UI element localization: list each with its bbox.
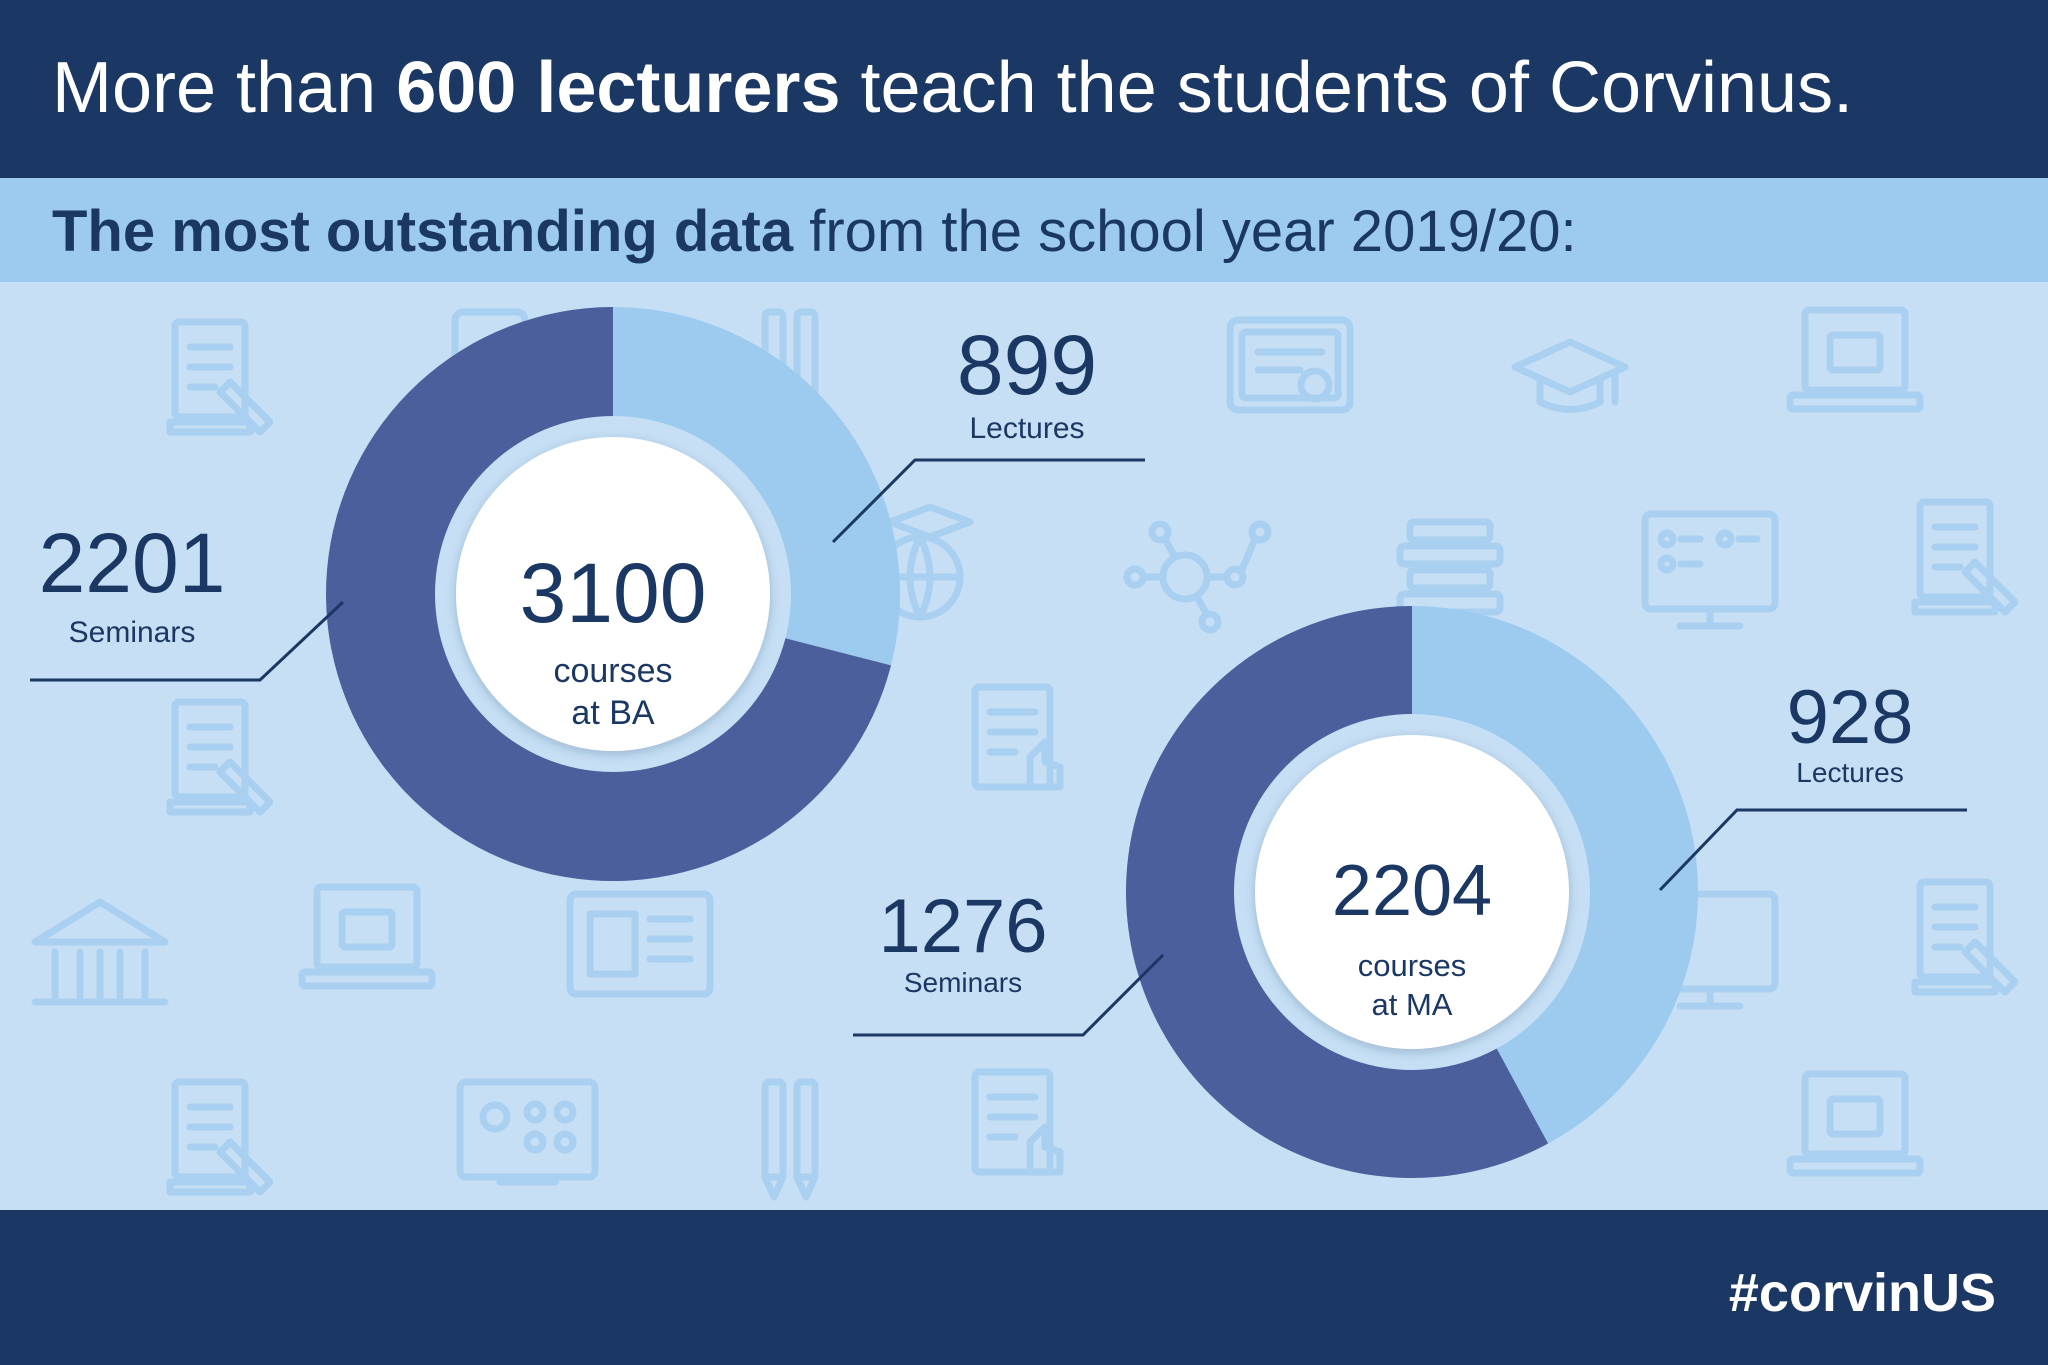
headline-pre: More than (52, 48, 397, 128)
data-label-name-ba-seminars: Seminars (69, 616, 196, 649)
document-pencil-icon (1911, 498, 2019, 616)
certificate-icon (1226, 316, 1354, 414)
donut-chart-ba: 3100 courses at BA 899 Lectures 2201 Sem… (30, 307, 1145, 882)
background-icon-pattern (31, 306, 2019, 1201)
center-label-ma-1: courses (1358, 948, 1467, 983)
document-pencil-icon (166, 1078, 274, 1196)
leader-line-ba-lectures (831, 458, 1145, 544)
document-pencil-icon (166, 698, 274, 816)
data-label-value-ba-lectures: 899 (957, 318, 1097, 412)
document-hand-icon (971, 683, 1064, 791)
headline: More than 600 lecturers teach the studen… (52, 52, 1853, 124)
subheadline: The most outstanding data from the schoo… (52, 200, 1577, 264)
data-label-value-ma-lectures: 928 (1787, 675, 1914, 760)
document-pencil-icon (166, 318, 274, 436)
pencils-icon (761, 1078, 819, 1201)
center-value-ba: 3100 (520, 546, 707, 640)
laptop-icon (298, 883, 436, 990)
data-label-value-ma-seminars: 1276 (878, 884, 1047, 969)
donut-chart-ma: 2204 courses at MA 928 Lectures 1276 Sem… (853, 606, 1967, 1178)
donut-charts: 3100 courses at BA 899 Lectures 2201 Sem… (30, 307, 1967, 1178)
document-hand-icon (971, 1068, 1064, 1176)
data-label-name-ma-seminars: Seminars (904, 967, 1022, 998)
footer-bar: #corvinUS (0, 1210, 2048, 1365)
donut-center-ma (1255, 735, 1569, 1049)
laptop-icon (1786, 1070, 1924, 1177)
chart-area: 3100 courses at BA 899 Lectures 2201 Sem… (0, 282, 2048, 1210)
header-bar: More than 600 lecturers teach the studen… (0, 0, 2048, 178)
books-icon (1396, 518, 1504, 616)
donut-center-ba (456, 437, 770, 751)
university-building-icon (31, 898, 169, 1006)
hashtag: #corvinUS (1728, 1263, 1996, 1323)
classroom-screen-icon (456, 1078, 599, 1186)
laptop-icon (1786, 306, 1924, 413)
data-label-name-ma-lectures: Lectures (1796, 757, 1903, 788)
center-label-ba-2: at BA (571, 694, 654, 732)
headline-bold: 600 lecturers (396, 48, 841, 128)
monitor-checklist-icon (1641, 510, 1779, 630)
molecule-icon (1123, 520, 1272, 634)
headline-post: teach the students of Corvinus. (840, 48, 1854, 128)
center-label-ba-1: courses (553, 652, 672, 690)
graduation-cap-icon (1511, 338, 1629, 413)
data-label-name-ba-lectures: Lectures (969, 412, 1084, 445)
subheader-bar: The most outstanding data from the schoo… (0, 178, 2048, 282)
leader-line-ma-seminars (853, 953, 1165, 1037)
center-value-ma: 2204 (1332, 851, 1492, 931)
center-label-ma-2: at MA (1372, 987, 1453, 1022)
subheadline-bold: The most outstanding data (52, 199, 794, 264)
leader-line-ba-seminars (30, 600, 345, 682)
document-pencil-icon (1911, 878, 2019, 996)
web-layout-icon (566, 890, 714, 998)
leader-line-ma-lectures (1658, 808, 1967, 892)
data-label-value-ba-seminars: 2201 (39, 516, 226, 610)
subheadline-post: from the school year 2019/20: (793, 199, 1577, 264)
